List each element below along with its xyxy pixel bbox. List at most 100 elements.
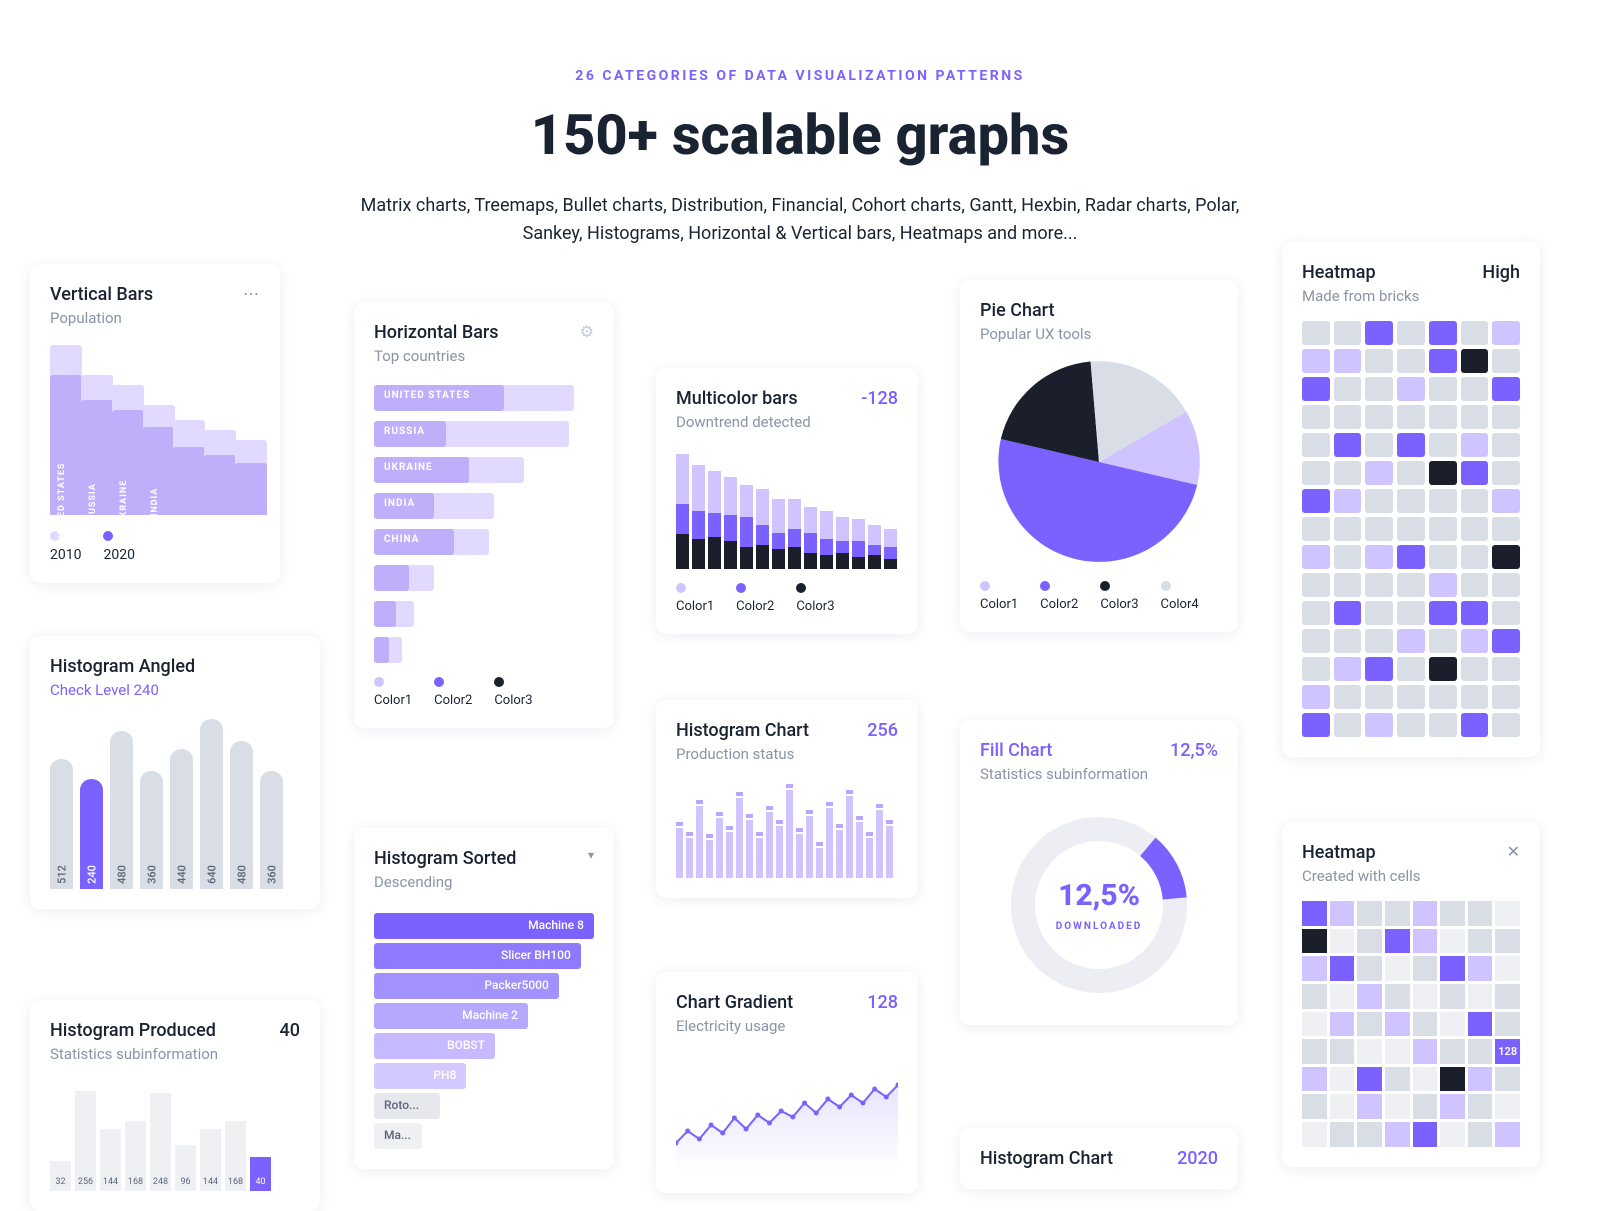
heatmap-cell <box>1365 489 1393 513</box>
heatmap-cell <box>1302 573 1330 597</box>
heatmap-cell <box>1365 461 1393 485</box>
heatmap-cell <box>1302 1122 1327 1147</box>
heatmap-cell <box>1365 685 1393 709</box>
heatmap-cell <box>1492 629 1520 653</box>
heatmap-cell <box>1365 517 1393 541</box>
heatmap-cell <box>1492 461 1520 485</box>
stacked-bar <box>804 507 817 569</box>
heatmap-cell <box>1385 956 1410 981</box>
bar <box>676 822 683 878</box>
bar: UNITED STATES <box>50 345 75 515</box>
card-subtitle: Population <box>50 309 153 327</box>
bar: 248 <box>150 1093 171 1191</box>
card-title: Horizontal Bars <box>374 322 499 343</box>
bar <box>876 804 883 878</box>
card-title: Pie Chart <box>980 300 1218 321</box>
bar: 168 <box>225 1121 246 1191</box>
hbar-row <box>374 601 594 627</box>
close-icon[interactable]: ✕ <box>1507 842 1520 861</box>
legend-item: Color3 <box>796 583 834 614</box>
bar: 480 <box>110 731 133 889</box>
heatmap-cell <box>1357 901 1382 926</box>
heatmap-cell <box>1365 433 1393 457</box>
heatmap-cell <box>1302 901 1327 926</box>
heatmap-cell <box>1492 657 1520 681</box>
heatmap-cell <box>1461 573 1489 597</box>
card-subtitle: Popular UX tools <box>980 325 1218 343</box>
heatmap-cell <box>1330 984 1355 1009</box>
stacked-bar <box>836 517 849 569</box>
hbar-row: UKRAINE <box>374 457 594 483</box>
svg-text:12,5%: 12,5% <box>1058 878 1140 913</box>
stacked-bar <box>884 529 897 569</box>
card-title: Histogram Sorted <box>374 848 516 869</box>
hbar-row <box>374 637 594 663</box>
heatmap-cell <box>1468 1122 1493 1147</box>
heatmap-cell <box>1334 517 1362 541</box>
heatmap-cell <box>1334 489 1362 513</box>
heatmap-cell <box>1413 1094 1438 1119</box>
heatmap-cell <box>1429 433 1457 457</box>
heatmap-cell <box>1302 461 1330 485</box>
card-subtitle: Check Level 240 <box>50 681 300 699</box>
heatmap-cell <box>1440 901 1465 926</box>
heatmap-cell <box>1413 984 1438 1009</box>
heatmap-cell <box>1413 1012 1438 1037</box>
heatmap-cell <box>1440 1039 1465 1064</box>
heatmap-cell <box>1365 601 1393 625</box>
heatmap-cell <box>1492 601 1520 625</box>
sorted-bar: Machine 8 <box>374 913 594 939</box>
heatmap-cell <box>1397 685 1425 709</box>
sorted-bar: Roto... <box>374 1093 440 1119</box>
bar <box>173 420 198 515</box>
card-subtitle: Electricity usage <box>676 1017 793 1035</box>
card-value: -128 <box>861 388 898 409</box>
more-icon[interactable]: ⋯ <box>243 284 260 303</box>
bar <box>204 430 229 515</box>
bar: 144 <box>200 1129 221 1191</box>
bar: 440 <box>170 749 193 889</box>
card-title: Histogram Angled <box>50 656 300 677</box>
card-title: Chart Gradient <box>676 992 793 1013</box>
heatmap-cell <box>1357 1039 1382 1064</box>
heatmap-cell <box>1330 1067 1355 1092</box>
bar <box>706 834 713 878</box>
heatmap-cell <box>1302 1012 1327 1037</box>
stacked-bar <box>708 471 721 569</box>
heatmap-cell <box>1302 433 1330 457</box>
heatmap-cell <box>1413 1067 1438 1092</box>
heatmap-cell <box>1334 433 1362 457</box>
heatmap-cell <box>1397 657 1425 681</box>
bar <box>686 832 693 878</box>
bar <box>756 832 763 878</box>
heatmap-cell <box>1468 956 1493 981</box>
heatmap-cell <box>1413 956 1438 981</box>
card-title: Vertical Bars <box>50 284 153 305</box>
heatmap-cell <box>1440 929 1465 954</box>
stacked-bar <box>756 489 769 569</box>
heatmap-cell <box>1461 685 1489 709</box>
heatmap-cell <box>1429 629 1457 653</box>
heatmap-cell <box>1365 321 1393 345</box>
heatmap-cell <box>1334 545 1362 569</box>
heatmap-cell <box>1492 377 1520 401</box>
gear-icon[interactable]: ⚙ <box>580 322 594 341</box>
heatmap-cell <box>1302 349 1330 373</box>
heatmap-cell <box>1397 349 1425 373</box>
chevron-down-icon[interactable]: ▾ <box>588 848 594 862</box>
heatmap-cell <box>1365 545 1393 569</box>
heatmap-cell <box>1397 405 1425 429</box>
heatmap-cell <box>1302 685 1330 709</box>
heatmap-cell <box>1429 545 1457 569</box>
heatmap-cell <box>1413 929 1438 954</box>
heatmap-cell <box>1440 1012 1465 1037</box>
heatmap-cell <box>1357 1122 1382 1147</box>
bar: 256 <box>75 1091 96 1191</box>
bar: 512 <box>50 759 73 889</box>
heatmap-cell <box>1429 657 1457 681</box>
bar: 360 <box>140 771 163 889</box>
bar <box>826 802 833 878</box>
heatmap-cell <box>1461 349 1489 373</box>
heatmap-cell <box>1302 1067 1327 1092</box>
card-pie-chart: Pie Chart Popular UX tools Color1Color2C… <box>960 280 1238 632</box>
